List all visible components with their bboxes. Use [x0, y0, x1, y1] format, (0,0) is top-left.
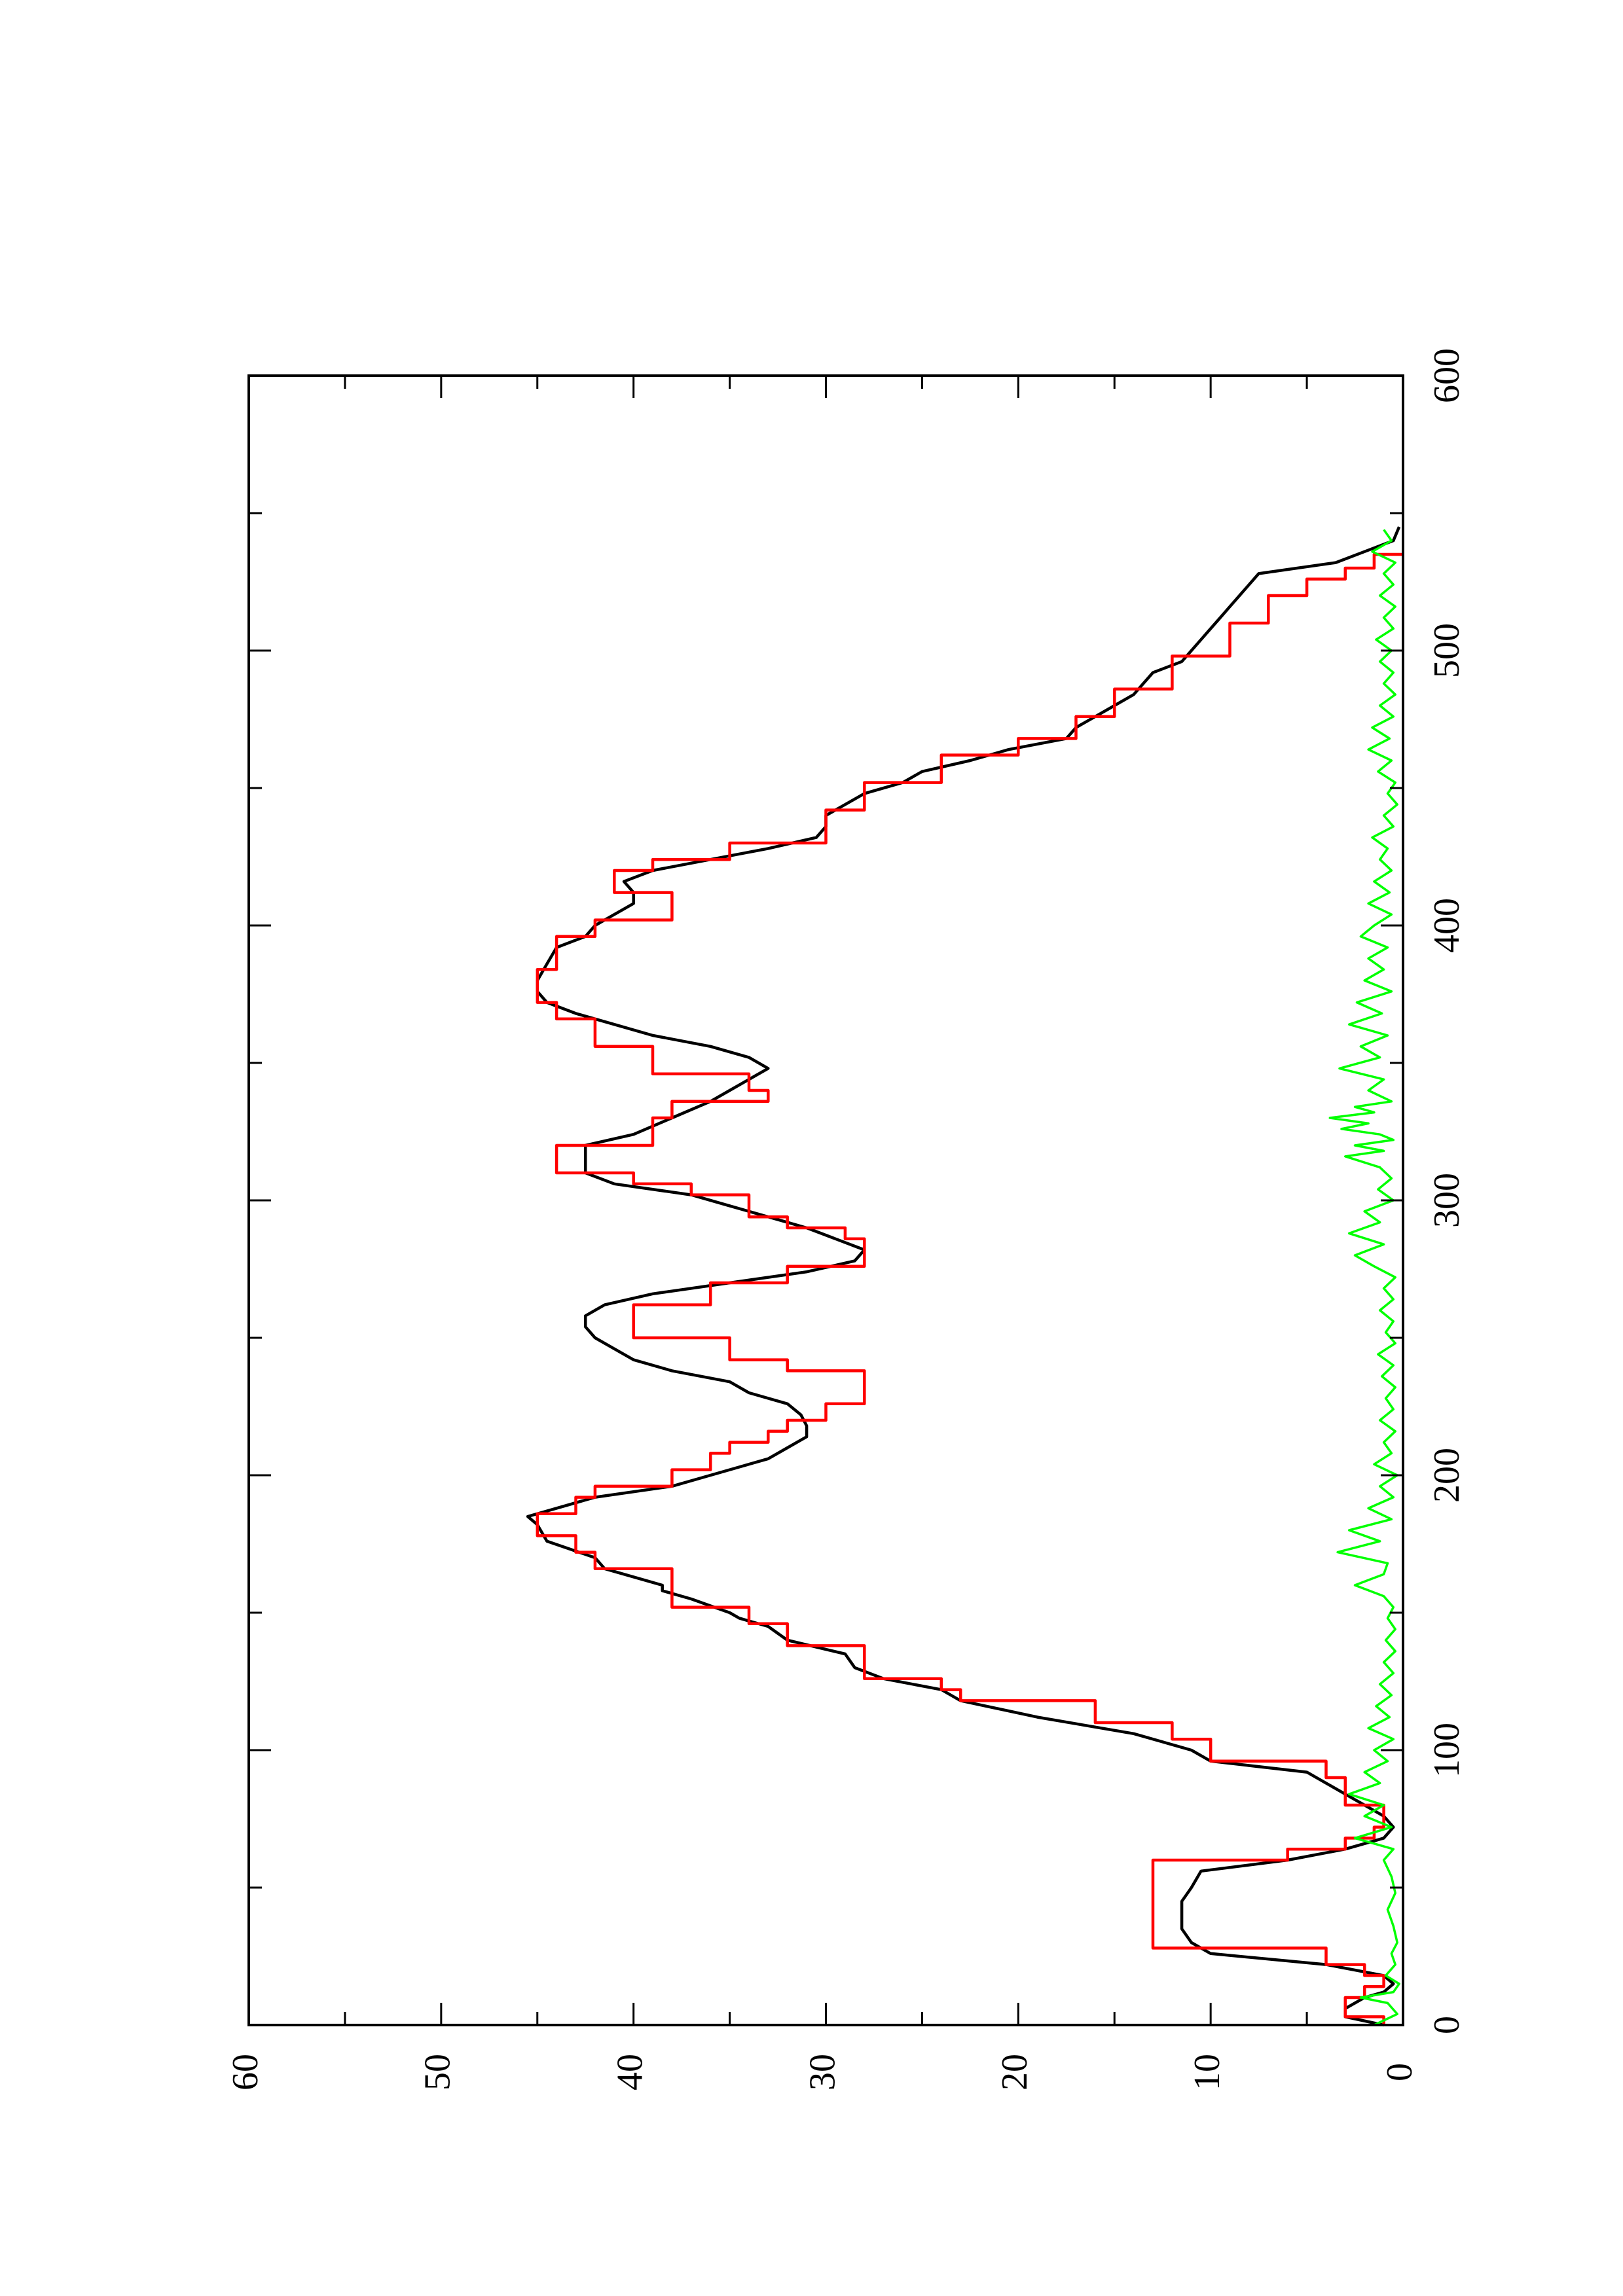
series-line-1	[526, 526, 1401, 2027]
series-line-2	[536, 552, 1403, 2025]
y-tick-label: 30	[802, 2054, 843, 2090]
plot-frame	[247, 374, 1404, 2026]
y-tick-label: 50	[418, 2054, 458, 2090]
y-tick-label: 40	[610, 2054, 651, 2090]
x-tick-label: 200	[1427, 1448, 1467, 1503]
y-tick-label: 0	[1379, 2063, 1420, 2081]
x-tick-label: 400	[1427, 898, 1467, 953]
x-tick-label: 600	[1427, 348, 1467, 403]
series-layer	[526, 526, 1403, 2027]
y-tick-label: 10	[1187, 2054, 1228, 2090]
x-tick-label: 0	[1427, 2016, 1467, 2034]
label-layer: 0 100 200 300 400 500 600 0 10 20 30 40 50 60	[225, 348, 1467, 2090]
x-tick-label: 100	[1427, 1723, 1467, 1778]
series-line-3	[1328, 529, 1400, 2026]
y-tick-label: 60	[225, 2054, 266, 2090]
y-tick-label: 20	[994, 2054, 1035, 2090]
x-tick-label: 300	[1427, 1173, 1467, 1228]
x-tick-label: 500	[1427, 623, 1467, 678]
